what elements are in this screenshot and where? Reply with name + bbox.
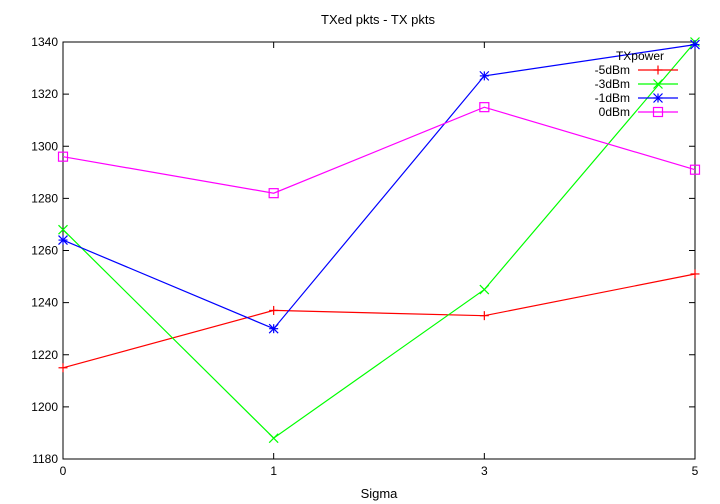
y-tick-label: 1300: [31, 139, 58, 153]
data-point-stroke: [57, 151, 69, 162]
data-point: [269, 305, 279, 315]
data-point-stroke: [268, 323, 279, 334]
legend-marker: [653, 79, 663, 89]
x-tick-label: 3: [481, 464, 488, 478]
data-point: [58, 363, 68, 373]
data-point: [268, 188, 279, 199]
series-line: [62, 44, 696, 330]
y-tick-label: 1280: [31, 191, 58, 205]
y-tick-label: 1340: [31, 35, 58, 49]
legend-title: TXpower: [616, 49, 664, 63]
legend-marker: [652, 106, 664, 118]
x-tick-label: 1: [270, 464, 277, 478]
legend-item: -3dBm: [595, 77, 678, 91]
y-axis: 1180 1200 1220 1240 1260 1280 1300 1320 1340: [31, 35, 695, 466]
y-tick-label: 1180: [32, 452, 58, 466]
y-tick-label: 1200: [31, 400, 58, 414]
legend-marker: [653, 65, 663, 75]
legend-label: -5dBm: [595, 63, 630, 77]
data-point: [268, 433, 279, 444]
legend-marker-stroke: [653, 79, 663, 89]
data-point-stroke: [268, 188, 279, 199]
x-axis: 0 1 3 5: [60, 42, 699, 478]
chart-title: TXed pkts - TX pkts: [321, 12, 435, 27]
data-point: [690, 269, 700, 279]
series-layer: [57, 37, 701, 444]
legend-marker: [653, 93, 663, 103]
data-point: [58, 224, 68, 235]
series-1: [58, 269, 700, 373]
data-point: [479, 102, 490, 113]
legend-marker-stroke: [653, 93, 663, 103]
series-4: [57, 102, 701, 199]
data-point: [689, 164, 701, 175]
data-point-stroke: [479, 70, 490, 81]
series-3: [58, 39, 700, 334]
data-point: [268, 323, 279, 334]
y-tick-label: 1320: [31, 87, 58, 101]
x-axis-label: Sigma: [361, 486, 399, 501]
y-tick-label: 1220: [31, 348, 58, 362]
x-tick-label: 0: [60, 464, 67, 478]
data-point: [479, 284, 490, 295]
legend-label: -1dBm: [595, 91, 630, 105]
legend-item: -1dBm: [595, 91, 678, 105]
legend-label: -3dBm: [595, 77, 630, 91]
y-tick-label: 1260: [31, 244, 58, 258]
series-line: [62, 273, 696, 369]
data-point-stroke: [479, 284, 490, 295]
legend-item: 0dBm: [599, 105, 678, 119]
series-line: [62, 106, 696, 194]
data-point: [690, 39, 700, 50]
series-line: [62, 41, 696, 439]
data-point-stroke: [58, 224, 68, 235]
data-point: [479, 311, 489, 321]
data-point-stroke: [689, 164, 701, 175]
data-point: [58, 235, 68, 245]
x-tick-label: 5: [692, 464, 699, 478]
legend-label: 0dBm: [599, 105, 630, 119]
data-point-stroke: [58, 235, 68, 245]
data-point: [57, 151, 69, 162]
data-point: [479, 70, 490, 81]
data-point-stroke: [690, 39, 700, 50]
legend-item: -5dBm: [595, 63, 678, 77]
data-point-stroke: [479, 102, 490, 113]
data-point-stroke: [268, 433, 279, 444]
y-tick-label: 1240: [31, 296, 58, 310]
legend-marker-stroke: [652, 106, 664, 118]
